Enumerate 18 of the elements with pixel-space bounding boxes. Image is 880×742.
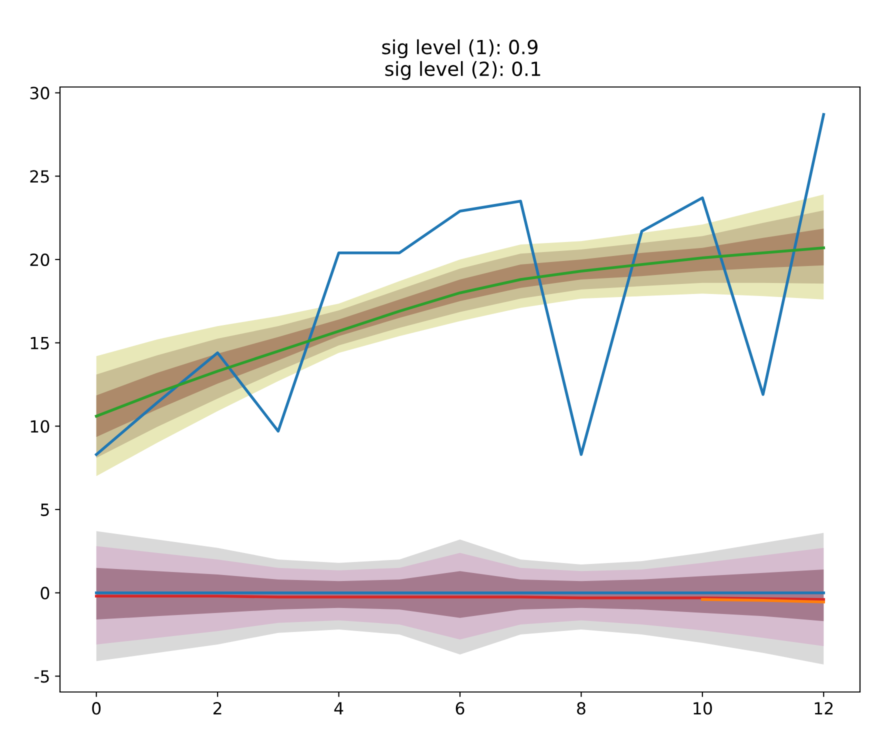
y-tick-label: 20: [30, 253, 50, 266]
y-tick-label: 0: [40, 586, 50, 600]
x-tick-label: 12: [814, 702, 833, 714]
chart-title: sig level (1): 0.9 sig level (2): 0.1: [382, 39, 540, 80]
y-tick-label: 25: [30, 170, 49, 183]
x-tick-label: 8: [577, 702, 586, 715]
x-tick-label: 0: [92, 702, 101, 715]
x-tick-label: 2: [213, 702, 222, 714]
y-tick-label: 30: [30, 86, 50, 100]
line-series: [94, 246, 826, 418]
y-tick-label: -5: [34, 670, 49, 683]
y-tick-label: 5: [40, 504, 49, 516]
y-tick-label: 10: [30, 420, 50, 433]
x-tick-label: 6: [456, 702, 464, 715]
line-series: [94, 113, 826, 456]
x-tick-label: 4: [334, 702, 344, 714]
x-tick-label: 10: [694, 702, 712, 715]
y-tick-label: 15: [30, 337, 49, 350]
